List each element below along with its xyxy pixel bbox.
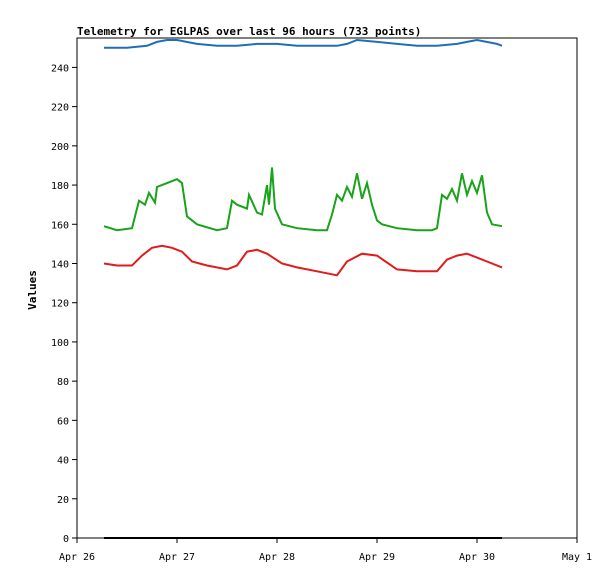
y-tick-label: 100 bbox=[51, 338, 69, 349]
series-layer bbox=[103, 38, 503, 539]
series-line-2 bbox=[103, 167, 503, 232]
y-tick-label: 220 bbox=[51, 103, 69, 114]
y-tick-label: 160 bbox=[51, 220, 69, 231]
x-tick-label: Apr 28 bbox=[259, 552, 295, 563]
series-line-1 bbox=[104, 38, 503, 49]
y-tick-label: 40 bbox=[57, 456, 69, 467]
y-tick-label: 240 bbox=[51, 63, 69, 74]
x-tick-label: Apr 27 bbox=[159, 552, 195, 563]
y-tick-label: 140 bbox=[51, 259, 69, 270]
x-tick-label: May 1 bbox=[562, 552, 592, 563]
x-axis: Apr 26 Apr 27 Apr 28 Apr 29 Apr 30 May 1 bbox=[59, 538, 592, 563]
plot-area-frame bbox=[76, 37, 578, 539]
y-tick-label: 80 bbox=[57, 377, 69, 388]
y-axis: 0 20 40 60 80 100 120 140 160 180 200 220 240 bbox=[51, 63, 77, 545]
y-tick-label: 60 bbox=[57, 416, 69, 427]
x-tick-label: Apr 29 bbox=[359, 552, 395, 563]
y-tick-label: 20 bbox=[57, 495, 69, 506]
y-tick-label: 0 bbox=[63, 534, 69, 545]
y-tick-label: 120 bbox=[51, 299, 69, 310]
series-line-3 bbox=[103, 244, 503, 277]
y-axis-label: Values bbox=[26, 270, 39, 310]
y-tick-label: 200 bbox=[51, 142, 69, 153]
x-tick-label: Apr 26 bbox=[59, 552, 95, 563]
chart-title: Telemetry for EGLPAS over last 96 hours … bbox=[77, 25, 421, 38]
x-tick-label: Apr 30 bbox=[459, 552, 495, 563]
y-tick-label: 180 bbox=[51, 181, 69, 192]
